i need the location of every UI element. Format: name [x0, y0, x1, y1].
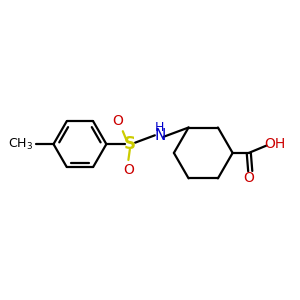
Text: OH: OH — [264, 137, 285, 151]
Text: H: H — [154, 121, 164, 134]
Text: S: S — [124, 135, 136, 153]
Text: N: N — [155, 128, 166, 143]
Text: O: O — [112, 114, 123, 128]
Text: CH$_3$: CH$_3$ — [8, 136, 34, 152]
Text: O: O — [243, 171, 254, 184]
Text: O: O — [123, 163, 134, 177]
